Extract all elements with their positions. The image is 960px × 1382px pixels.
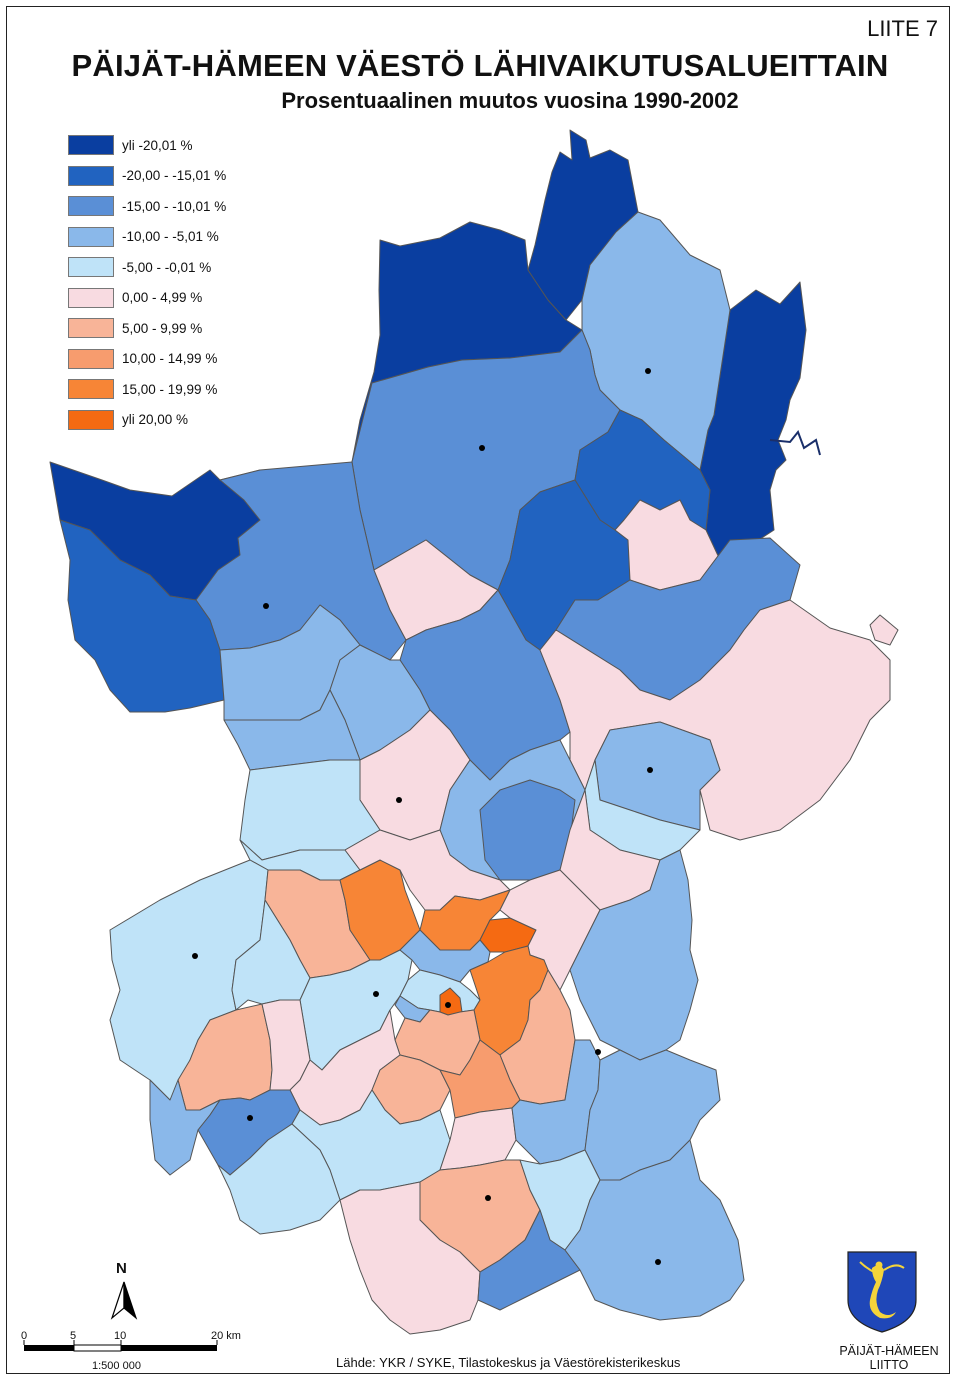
legend-item: -10,00 - -5,01 % [68, 222, 226, 253]
legend-label: yli 20,00 % [122, 412, 189, 428]
organization-name: PÄIJÄT-HÄMEEN LIITTO [826, 1344, 952, 1372]
scale-ratio: 1:500 000 [92, 1360, 141, 1372]
map-subtitle: Prosentuaalinen muutos vuosina 1990-2002 [281, 88, 739, 113]
region-east-tip [869, 614, 899, 646]
municipality-center-dot [247, 1115, 253, 1121]
legend-item: 5,00 - 9,99 % [68, 313, 226, 344]
organization-line1: PÄIJÄT-HÄMEEN [839, 1344, 939, 1358]
lake-shore-line [769, 430, 821, 456]
legend-label: -20,00 - -15,01 % [122, 168, 227, 184]
legend-swatch [68, 135, 114, 156]
north-arrow-icon [110, 1281, 138, 1320]
legend-swatch [68, 287, 114, 308]
municipality-center-dot [373, 991, 379, 997]
region-east-d [569, 849, 699, 1061]
north-arrow-label: N [116, 1260, 127, 1277]
map-title: PÄIJÄT-HÄMEEN VÄESTÖ LÄHIVAIKUTUSALUEITT… [71, 48, 889, 83]
legend-swatch [68, 257, 114, 278]
legend-item: 0,00 - 4,99 % [68, 283, 226, 314]
legend-swatch [68, 379, 114, 400]
legend-item: -15,00 - -10,01 % [68, 191, 226, 222]
municipality-center-dot [479, 445, 485, 451]
legend-label: 10,00 - 14,99 % [122, 351, 218, 367]
municipality-center-dot [655, 1259, 661, 1265]
region-orange-d [439, 1039, 521, 1119]
legend-swatch [68, 196, 114, 217]
municipality-center-dot [263, 603, 269, 609]
municipality-center-dot [192, 953, 198, 959]
municipality-center-dot [645, 368, 651, 374]
mermaid-coat-of-arms-icon [847, 1251, 917, 1333]
legend: yli -20,01 % -20,00 - -15,01 % -15,00 - … [68, 130, 226, 435]
legend-label: -15,00 - -10,01 % [122, 198, 227, 214]
municipality-center-dot [396, 797, 402, 803]
scale-tick-label: 5 [70, 1330, 77, 1342]
legend-label: yli -20,01 % [122, 137, 193, 153]
scale-bar [23, 1340, 218, 1352]
data-source: Lähde: YKR / SYKE, Tilastokeskus ja Väes… [336, 1355, 681, 1370]
legend-item: 15,00 - 19,99 % [68, 374, 226, 405]
region-west-c [223, 689, 361, 771]
legend-swatch [68, 226, 114, 247]
scale-tick-label: 10 [114, 1330, 127, 1342]
legend-swatch [68, 165, 114, 186]
legend-label: -5,00 - -0,01 % [122, 259, 212, 275]
scale-tick-label: 20 km [211, 1330, 241, 1342]
municipality-center-dot [445, 1002, 451, 1008]
appendix-label: LIITE 7 [867, 16, 938, 41]
municipality-center-dot [595, 1049, 601, 1055]
scale-tick-label: 0 [21, 1330, 28, 1342]
legend-swatch [68, 348, 114, 369]
legend-item: -5,00 - -0,01 % [68, 252, 226, 283]
legend-label: 5,00 - 9,99 % [122, 320, 203, 336]
municipality-center-dot [485, 1195, 491, 1201]
municipality-center-dot [647, 767, 653, 773]
region-north-top [527, 129, 639, 321]
organization-line2: LIITTO [869, 1358, 909, 1372]
region-south-b [217, 1123, 341, 1235]
legend-swatch [68, 318, 114, 339]
map-frame [6, 6, 950, 1374]
legend-label: 15,00 - 19,99 % [122, 381, 218, 397]
legend-item: yli -20,01 % [68, 130, 226, 161]
legend-item: 10,00 - 14,99 % [68, 344, 226, 375]
legend-label: 0,00 - 4,99 % [122, 290, 203, 306]
legend-item: -20,00 - -15,01 % [68, 161, 226, 192]
region-southeast [564, 1139, 745, 1321]
region-east-f [584, 1049, 721, 1181]
legend-swatch [68, 409, 114, 430]
region-west [59, 519, 225, 713]
legend-label: -10,00 - -5,01 % [122, 229, 219, 245]
legend-item: yli 20,00 % [68, 405, 226, 436]
